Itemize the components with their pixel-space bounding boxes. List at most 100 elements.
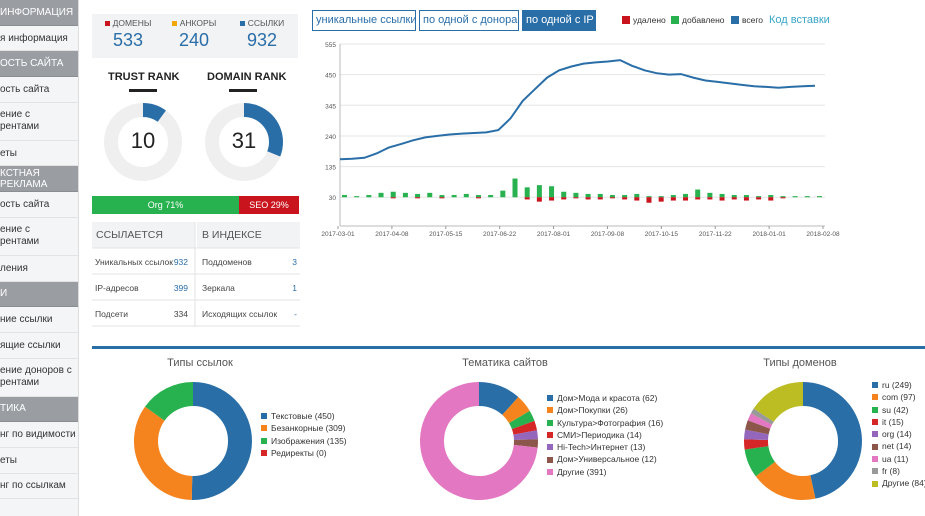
removed-bar[interactable] — [670, 197, 676, 201]
legend-added[interactable]: добавлено — [671, 15, 725, 25]
sidebar-item[interactable]: ость сайта — [0, 192, 78, 218]
added-bar[interactable] — [646, 196, 652, 198]
added-bar[interactable] — [354, 196, 360, 198]
legend-item[interactable]: ua (11) — [872, 453, 925, 465]
donut-slice[interactable] — [191, 382, 252, 500]
donut-slice[interactable] — [802, 382, 862, 499]
legend-item[interactable]: it (15) — [872, 416, 925, 428]
added-bar[interactable] — [488, 195, 494, 198]
sidebar-item[interactable]: нг по ссылкам — [0, 474, 78, 500]
added-bar[interactable] — [366, 195, 372, 198]
sidebar-item[interactable]: ение с рентами — [0, 218, 78, 256]
sidebar-item[interactable]: ение доноров с рентами — [0, 359, 78, 397]
added-bar[interactable] — [695, 189, 701, 198]
added-bar[interactable] — [573, 192, 579, 198]
table-row-value[interactable]: 399 — [173, 283, 188, 293]
donut-slice[interactable] — [420, 382, 538, 500]
table-row-value[interactable]: 932 — [173, 257, 188, 267]
removed-bar[interactable] — [561, 197, 567, 200]
donut-slice[interactable] — [513, 430, 538, 441]
added-bar[interactable] — [427, 192, 433, 198]
legend-item[interactable]: Безанкорные (309) — [261, 422, 347, 434]
donut-slice[interactable] — [753, 382, 804, 423]
added-bar[interactable] — [439, 195, 445, 198]
added-bar[interactable] — [817, 196, 822, 198]
added-bar[interactable] — [683, 193, 689, 198]
sidebar-item[interactable]: еты — [0, 448, 78, 474]
added-bar[interactable] — [634, 193, 640, 198]
tab-unique-links[interactable]: уникальные ссылки — [312, 10, 416, 31]
removed-bar[interactable] — [585, 197, 591, 200]
added-bar[interactable] — [804, 196, 810, 198]
added-bar[interactable] — [670, 195, 676, 198]
removed-bar[interactable] — [731, 197, 737, 200]
removed-bar[interactable] — [415, 197, 421, 199]
embed-code-link[interactable]: Код вставки — [769, 14, 830, 26]
removed-bar[interactable] — [707, 197, 713, 200]
added-bar[interactable] — [500, 190, 506, 198]
added-bar[interactable] — [622, 195, 628, 198]
donut-slice[interactable] — [744, 445, 776, 477]
removed-bar[interactable] — [597, 197, 603, 200]
removed-bar[interactable] — [646, 197, 652, 203]
sidebar-item[interactable]: ение с рентами — [0, 103, 78, 141]
removed-bar[interactable] — [439, 197, 445, 199]
added-bar[interactable] — [561, 191, 567, 198]
added-bar[interactable] — [463, 193, 469, 198]
legend-item[interactable]: Hi-Tech>Интернет (13) — [547, 441, 663, 453]
legend-item[interactable]: fr (8) — [872, 465, 925, 477]
added-bar[interactable] — [743, 195, 749, 198]
removed-bar[interactable] — [780, 197, 786, 199]
legend-removed[interactable]: удалено — [622, 15, 666, 25]
added-bar[interactable] — [780, 196, 786, 198]
removed-bar[interactable] — [524, 197, 530, 200]
removed-bar[interactable] — [719, 197, 725, 201]
legend-item[interactable]: Редиректы (0) — [261, 447, 347, 459]
donut-slice[interactable] — [744, 429, 769, 441]
sidebar-item[interactable]: ние ссылки — [0, 307, 78, 333]
added-bar[interactable] — [731, 195, 737, 198]
sidebar-item[interactable]: еты — [0, 141, 78, 167]
removed-bar[interactable] — [658, 197, 664, 202]
added-bar[interactable] — [585, 193, 591, 198]
legend-item[interactable]: net (14) — [872, 440, 925, 452]
added-bar[interactable] — [451, 195, 457, 198]
removed-bar[interactable] — [743, 197, 749, 201]
added-bar[interactable] — [768, 195, 774, 198]
added-bar[interactable] — [402, 192, 408, 198]
removed-bar[interactable] — [609, 197, 615, 199]
added-bar[interactable] — [342, 195, 347, 198]
added-bar[interactable] — [792, 196, 798, 198]
sidebar-item[interactable]: нг по видимости — [0, 422, 78, 448]
donut-slice[interactable] — [755, 461, 816, 500]
donut-slice[interactable] — [478, 382, 519, 416]
added-bar[interactable] — [549, 186, 555, 198]
added-bar[interactable] — [524, 187, 530, 198]
legend-item[interactable]: org (14) — [872, 428, 925, 440]
tab-one-per-donor[interactable]: по одной с донора — [419, 10, 519, 31]
added-bar[interactable] — [597, 193, 603, 198]
removed-bar[interactable] — [756, 197, 762, 200]
donut-slice[interactable] — [134, 406, 193, 500]
legend-item[interactable]: СМИ>Периодика (14) — [547, 429, 663, 441]
sidebar-item[interactable]: ления — [0, 256, 78, 282]
added-bar[interactable] — [536, 185, 542, 198]
donut-slice[interactable] — [750, 408, 774, 425]
donut-slice[interactable] — [511, 420, 538, 435]
legend-item[interactable]: Другие (84) — [872, 477, 925, 489]
added-bar[interactable] — [475, 195, 481, 198]
legend-item[interactable]: Изображения (135) — [261, 435, 347, 447]
table-row-value[interactable]: 3 — [292, 257, 297, 267]
added-bar[interactable] — [658, 196, 664, 198]
sidebar-item[interactable]: я информация — [0, 26, 78, 52]
legend-item[interactable]: Культура>Фотография (16) — [547, 417, 663, 429]
tab-one-per-ip[interactable]: по одной с IP — [522, 10, 596, 31]
added-bar[interactable] — [719, 193, 725, 198]
donut-slice[interactable] — [508, 410, 535, 430]
donut-slice[interactable] — [744, 439, 769, 450]
legend-item[interactable]: Дом>Мода и красота (62) — [547, 392, 663, 404]
donut-slice[interactable] — [502, 397, 530, 424]
table-row-value[interactable]: 1 — [292, 283, 297, 293]
donut-slice[interactable] — [747, 413, 773, 429]
legend-item[interactable]: Текстовые (450) — [261, 410, 347, 422]
